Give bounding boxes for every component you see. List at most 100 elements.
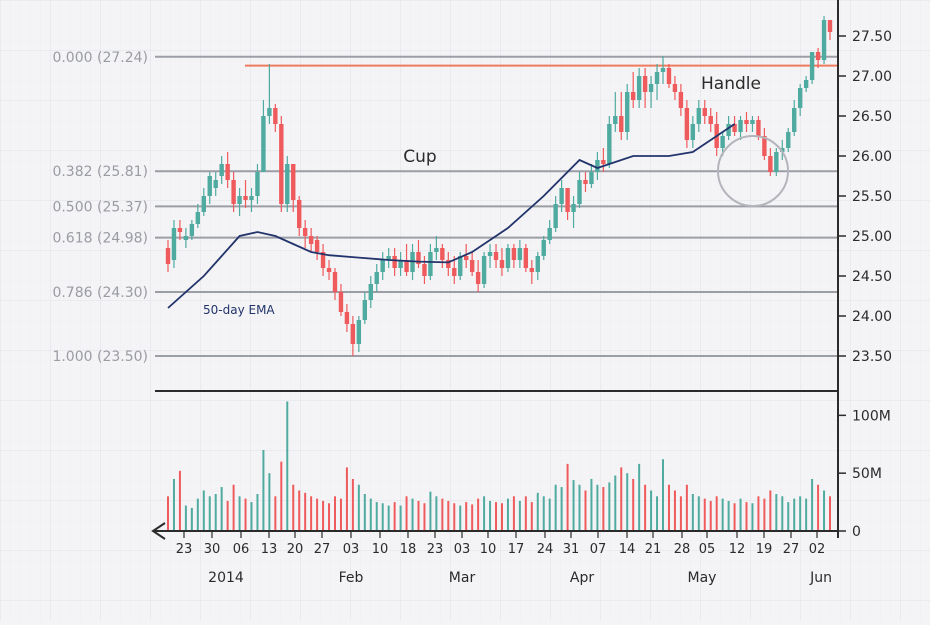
candle-body: [684, 108, 690, 140]
candle: [434, 236, 439, 260]
day-tick-label: 10: [372, 542, 389, 557]
candle: [356, 316, 362, 352]
candle-body: [654, 72, 660, 84]
day-tick-label: 07: [590, 542, 607, 557]
candle: [547, 220, 552, 244]
candle-body: [344, 312, 350, 324]
candle-body: [302, 228, 308, 236]
candle-body: [666, 68, 672, 84]
candle: [380, 252, 385, 280]
candle-body: [380, 260, 385, 272]
candle-body: [642, 76, 648, 92]
day-tick-label: 03: [454, 542, 471, 557]
candle-body: [356, 320, 362, 344]
handle-label: Handle: [701, 74, 761, 94]
candle-body: [171, 228, 177, 260]
candle: [255, 164, 260, 204]
candle: [302, 220, 308, 248]
candle: [398, 252, 403, 276]
price-tick-label: 26.50: [852, 109, 892, 125]
candle-body: [463, 256, 469, 260]
candle: [189, 220, 195, 240]
candle: [213, 172, 218, 196]
candle: [267, 64, 272, 124]
candle-body: [535, 256, 540, 272]
candle: [475, 260, 481, 292]
candle: [809, 52, 815, 84]
candle: [601, 148, 606, 172]
candle: [732, 116, 737, 136]
candle-body: [362, 300, 368, 320]
candle: [559, 180, 564, 212]
candle: [362, 292, 368, 324]
candle: [827, 20, 833, 40]
candle: [750, 116, 755, 132]
candle-body: [446, 260, 451, 268]
day-tick-label: 21: [645, 542, 662, 557]
cup-label: Cup: [403, 147, 436, 167]
candle: [607, 116, 612, 168]
day-ticks: 23 30 06 13 20 27 03 10 18 23 03 10 17 24 31 07 14 21 28 05…: [176, 531, 825, 557]
candle-body: [273, 108, 278, 124]
day-tick-label: 06: [233, 542, 250, 557]
candle: [786, 128, 791, 152]
candle-body: [475, 272, 481, 284]
candle: [672, 76, 678, 100]
candle-body: [630, 92, 636, 100]
candle-body: [672, 84, 678, 92]
day-tick-label: 17: [508, 542, 525, 557]
candle: [523, 244, 529, 272]
candle: [374, 264, 379, 292]
candle: [195, 204, 201, 228]
candle: [690, 116, 696, 148]
candle-body: [547, 228, 552, 240]
handle-circle: [717, 135, 789, 207]
candle-body: [523, 248, 529, 268]
candle: [642, 68, 648, 108]
candle: [684, 100, 690, 148]
candle-body: [720, 136, 725, 148]
candle: [261, 100, 266, 172]
candle: [666, 64, 672, 88]
price-tick-label: 27.50: [852, 29, 892, 45]
candle-body: [815, 52, 821, 60]
candle-body: [201, 196, 206, 212]
candle: [320, 244, 326, 276]
candle: [589, 164, 594, 188]
price-ticks: 23.50 24.00 24.50 25.00 25.50 26.00 26.50 27.00…: [838, 29, 892, 365]
day-tick-label: 14: [619, 542, 636, 557]
candle-body: [756, 120, 761, 136]
candle: [487, 244, 493, 268]
candle-body: [338, 292, 344, 312]
candle-body: [726, 124, 731, 136]
candle: [231, 172, 236, 212]
candle-body: [541, 240, 546, 256]
candle: [571, 196, 576, 228]
month-labels: 2014 Feb Mar Apr May Jun: [208, 570, 832, 586]
candlesticks: [165, 16, 833, 356]
day-tick-label: 23: [427, 542, 444, 557]
candle: [774, 148, 779, 176]
candle: [583, 172, 588, 192]
candle-body: [249, 196, 254, 200]
candle: [803, 76, 809, 92]
candle-body: [529, 268, 535, 272]
candle-body: [404, 260, 409, 272]
candle-body: [297, 200, 302, 228]
candle-body: [792, 108, 797, 132]
candle: [332, 268, 338, 300]
day-tick-label: 30: [204, 542, 221, 557]
candle: [243, 180, 248, 208]
candle: [619, 92, 624, 140]
day-tick-label: 27: [314, 542, 331, 557]
ema-label: 50-day EMA: [203, 303, 275, 317]
candle: [696, 100, 701, 132]
candle-body: [821, 20, 827, 60]
candle-body: [613, 116, 618, 124]
candle: [625, 84, 630, 140]
candle-body: [398, 260, 403, 268]
candle-body: [571, 204, 576, 212]
candle: [511, 244, 517, 268]
day-tick-label: 05: [699, 542, 716, 557]
